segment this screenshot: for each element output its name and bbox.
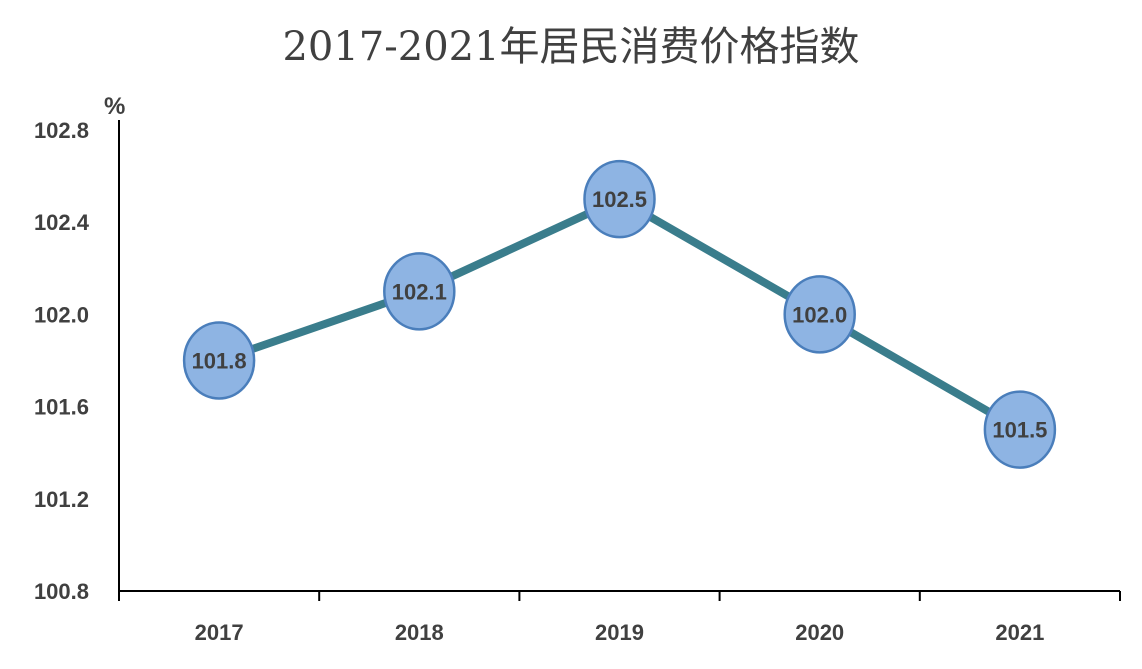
chart-title: 2017-2021年居民消费价格指数: [282, 24, 860, 70]
x-tick-label: 2017: [195, 620, 244, 645]
data-point-marker: [383, 252, 456, 331]
y-tick-label: 101.2: [34, 487, 89, 512]
data-point-marker: [583, 159, 656, 239]
y-tick-label: 102.4: [34, 210, 90, 235]
y-tick-label: 100.8: [34, 579, 89, 604]
data-label: 102.5: [592, 187, 647, 212]
data-label: 101.8: [192, 349, 247, 374]
data-label: 102.1: [392, 279, 447, 304]
data-point-marker: [983, 390, 1057, 469]
x-tick-label: 2019: [595, 620, 644, 645]
x-tick-label: 2018: [395, 620, 444, 645]
data-point-marker: [182, 321, 256, 400]
y-tick-label: 102.8: [34, 118, 89, 143]
y-axis-unit-label: %: [104, 93, 125, 120]
data-label: 102.0: [792, 302, 847, 327]
y-tick-label: 102.0: [34, 302, 89, 327]
data-point-marker: [783, 275, 856, 354]
y-tick-label: 101.6: [34, 395, 89, 420]
x-tick-label: 2020: [795, 620, 844, 645]
x-tick-label: 2021: [995, 620, 1044, 645]
data-label: 101.5: [992, 418, 1047, 443]
